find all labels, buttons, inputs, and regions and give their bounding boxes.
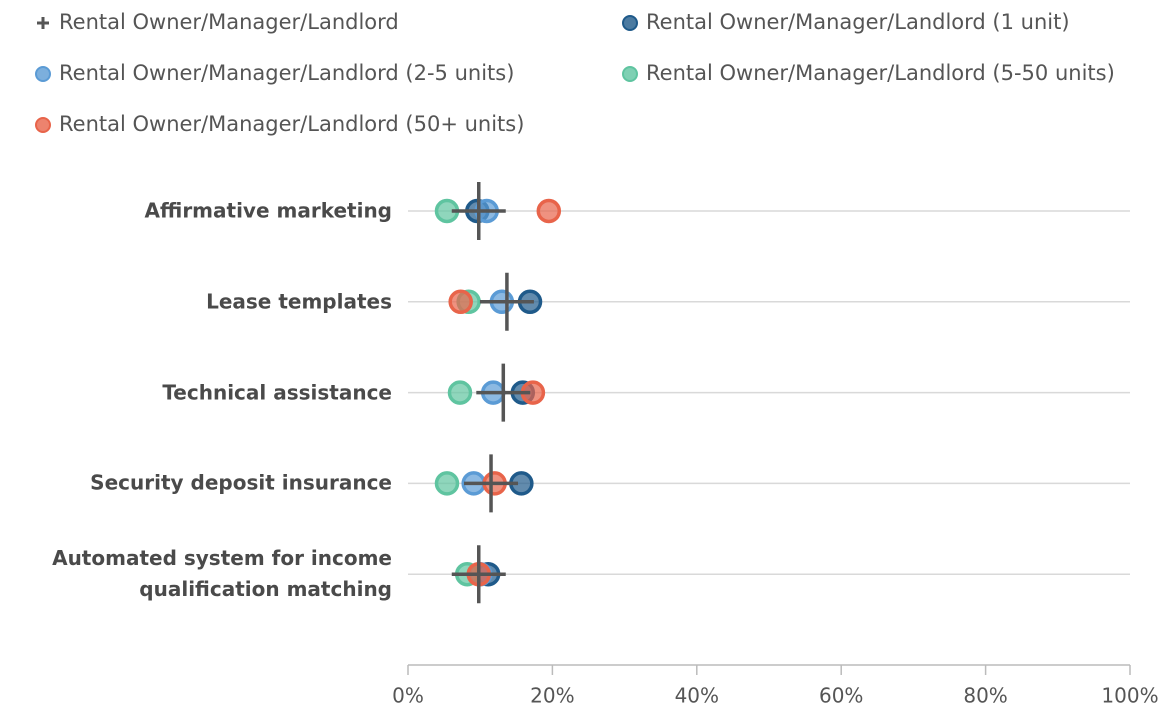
dot [447,380,473,405]
overall-marker [479,272,534,331]
overall-marker [451,545,506,604]
x-tick-label: 80% [963,684,1007,708]
overall-marker [464,454,519,513]
category-label: Automated system for income qualificatio… [52,546,392,602]
legend-label: Rental Owner/Manager/Landlord (50+ units… [59,112,524,136]
category-label: Security deposit insurance [90,470,392,495]
legend-marker [622,66,638,82]
legend-marker [622,15,638,31]
legend-marker [37,17,49,29]
legend-label: Rental Owner/Manager/Landlord (2-5 units… [59,61,514,85]
dot [536,198,562,224]
category-label: Lease templates [206,289,392,314]
x-tick-label: 20% [530,684,574,708]
legend-label: Rental Owner/Manager/Landlord (5-50 unit… [646,61,1115,85]
legend-label: Rental Owner/Manager/Landlord [59,10,399,34]
category-label: Technical assistance [162,380,392,405]
category-label: Affirmative marketing [144,198,392,223]
dot [448,289,473,315]
legend-marker [35,66,51,82]
x-tick-label: 40% [675,684,719,708]
legend-marker [35,117,51,133]
dot [434,471,460,496]
overall-marker [451,182,506,240]
legend-label: Rental Owner/Manager/Landlord (1 unit) [646,10,1070,34]
overall-marker [476,363,531,422]
x-tick-label: 100% [1101,684,1158,708]
x-tick-label: 60% [819,684,863,708]
x-tick-label: 0% [392,684,424,708]
